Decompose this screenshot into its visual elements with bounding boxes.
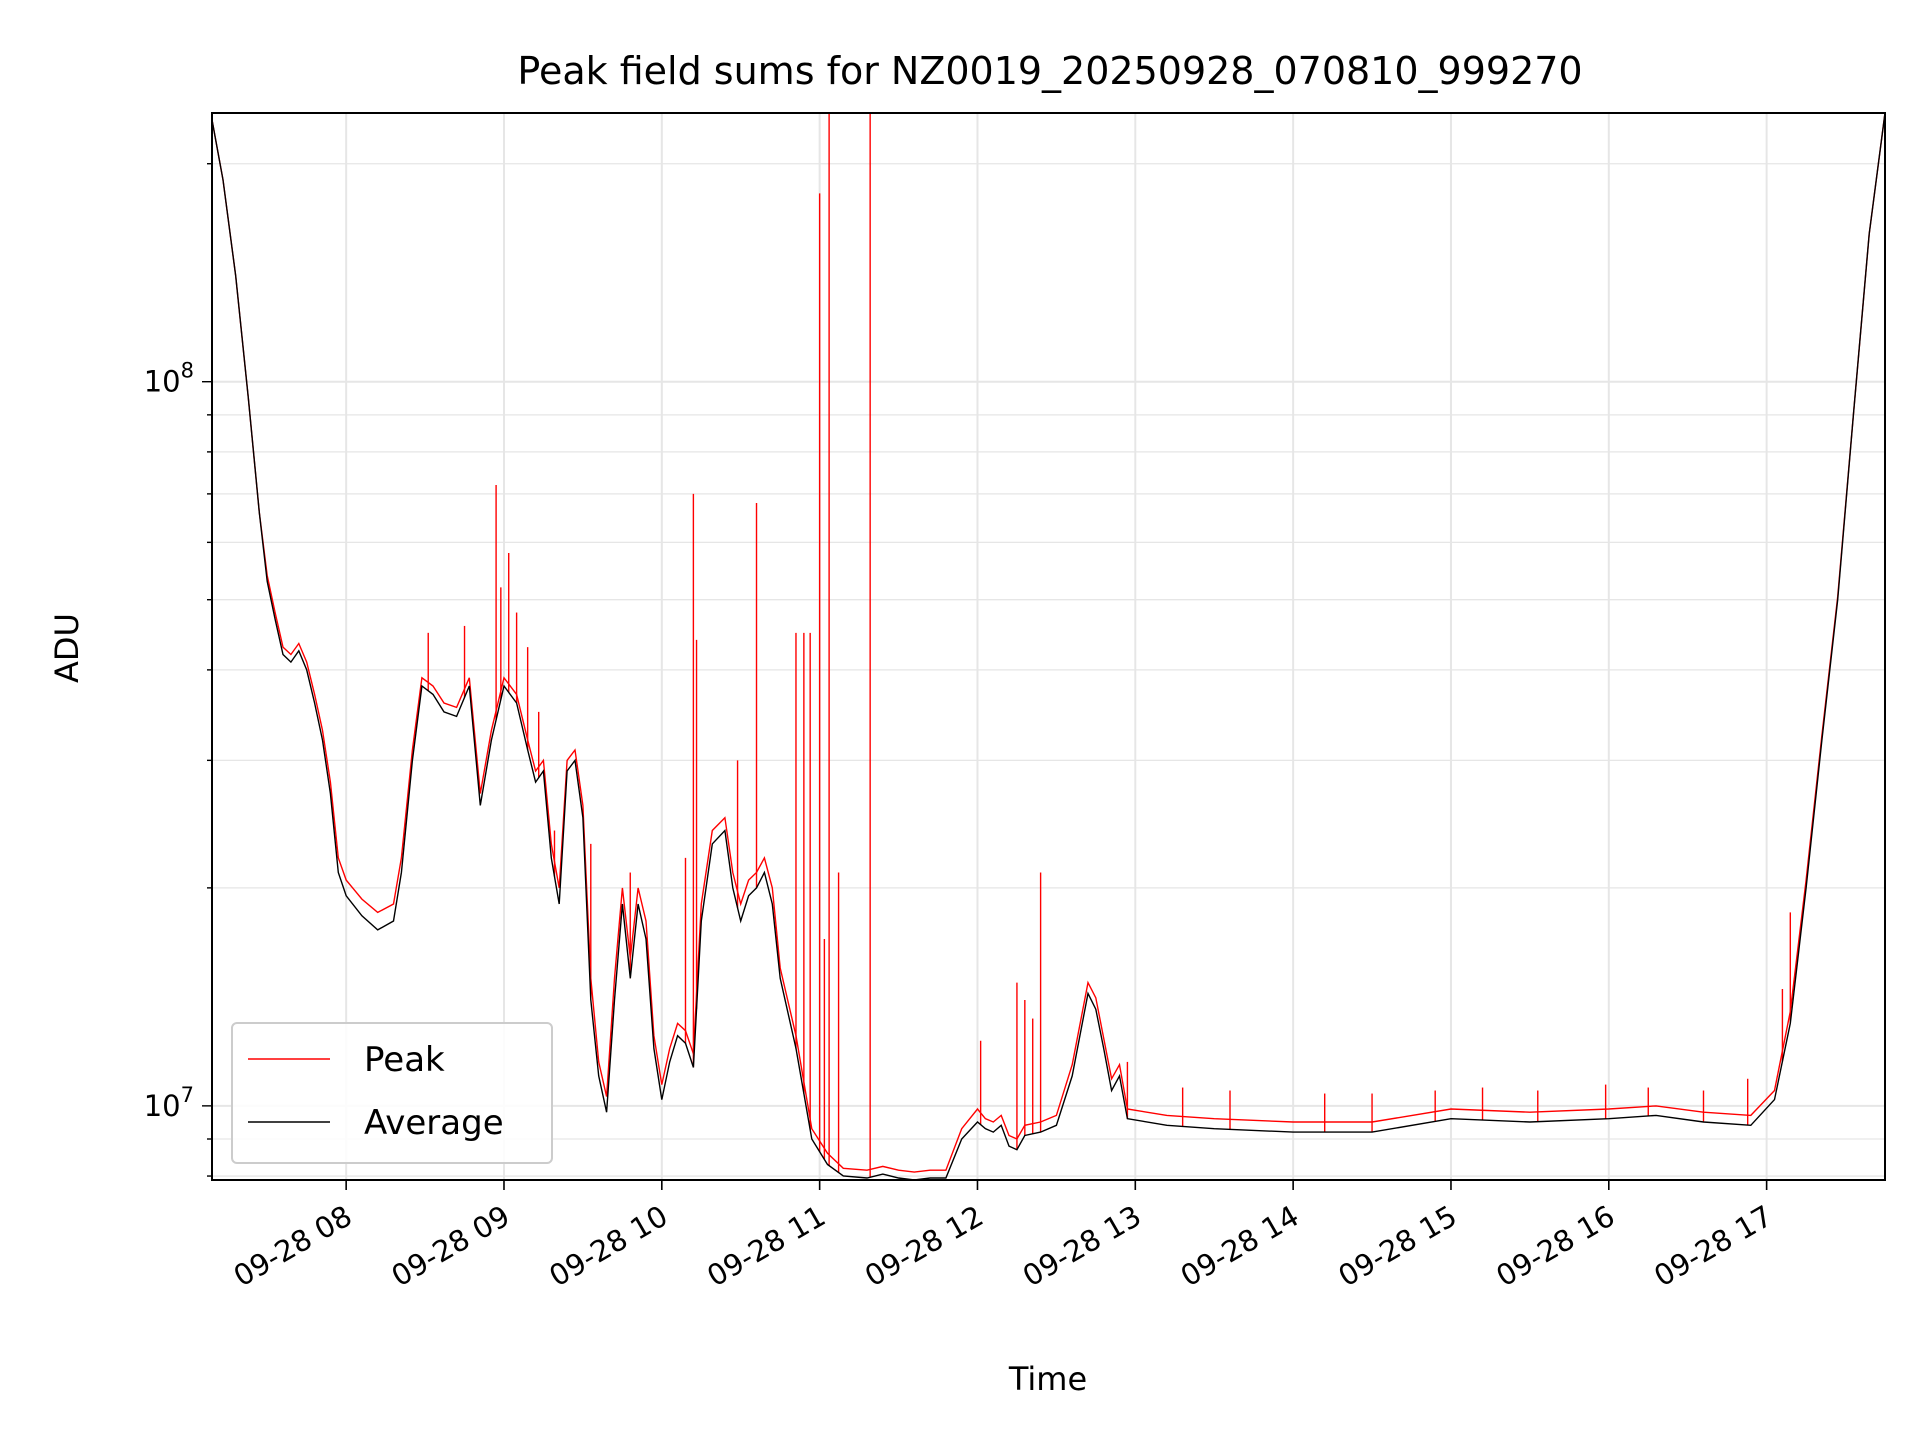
series-line-peak [211,112,1886,1173]
y-axis-title: ADU [48,613,86,683]
x-axis-title: Time [1008,1360,1087,1398]
chart-title: Peak field sums for NZ0019_20250928_0708… [517,49,1582,93]
legend: Peak Average [231,1022,553,1164]
series-line-average [211,112,1886,1181]
y-tick-exponent: 8 [181,359,194,383]
axes-frame [211,112,1886,1181]
legend-label-peak: Peak [364,1040,445,1080]
y-tick-base: 10 [144,365,181,399]
plot-area [211,112,1886,1181]
y-tick-base: 10 [144,1089,181,1123]
legend-box [231,1022,553,1164]
y-tick-exponent: 7 [181,1083,194,1107]
y-tick-label: 107 [144,1083,194,1123]
legend-label-average: Average [364,1103,504,1143]
y-tick-label: 108 [144,359,194,399]
